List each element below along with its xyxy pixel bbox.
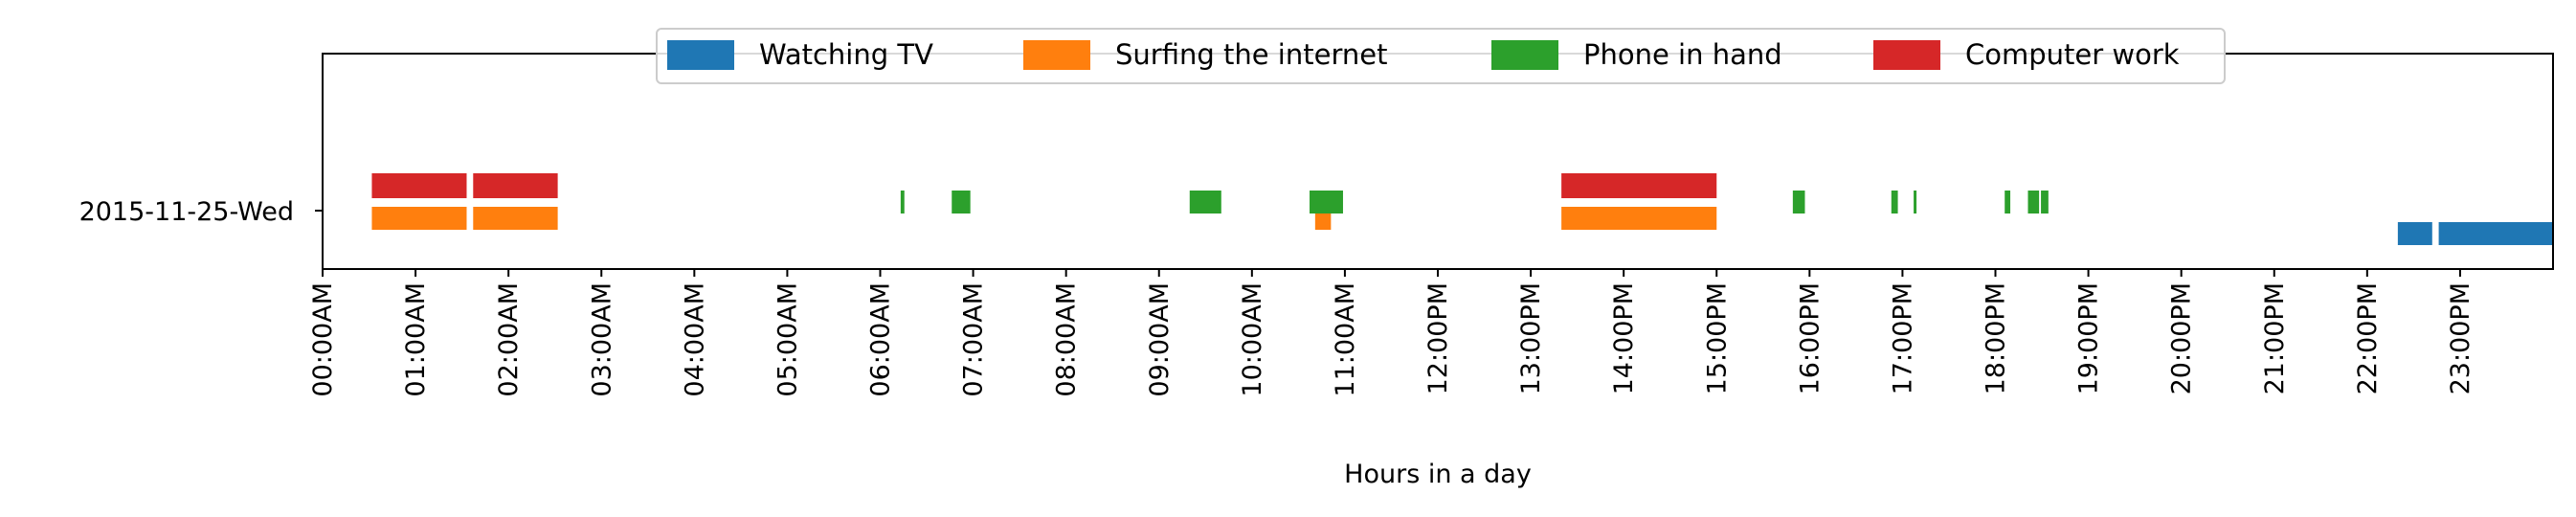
- legend-swatch-surfing-the-internet: [1023, 40, 1090, 70]
- bar-phone-in-hand: [2027, 191, 2040, 214]
- x-tick-label: 17:00PM: [1888, 282, 1917, 394]
- bar-watching-tv: [2438, 222, 2553, 245]
- bar-phone-in-hand: [1914, 191, 1917, 214]
- bar-computer-work: [1561, 173, 1717, 198]
- legend-label-computer-work: Computer work: [1965, 38, 2180, 71]
- x-tick-label: 01:00AM: [401, 282, 431, 397]
- legend-swatch-phone-in-hand: [1491, 40, 1558, 70]
- legend: Watching TV Surfing the internet Phone in …: [656, 28, 2226, 84]
- bar-phone-in-hand: [1189, 191, 1221, 214]
- bar-watching-tv: [2397, 222, 2432, 245]
- x-tick-label: 16:00PM: [1795, 282, 1825, 394]
- x-tick-label: 19:00PM: [2074, 282, 2104, 394]
- x-tick-label: 06:00AM: [866, 282, 896, 397]
- x-tick-label: 00:00AM: [308, 282, 338, 397]
- x-tick-label: 18:00PM: [1982, 282, 2011, 394]
- x-tick-label: 02:00AM: [494, 282, 524, 397]
- bar-phone-in-hand: [1792, 191, 1805, 214]
- x-tick-label: 07:00AM: [959, 282, 989, 397]
- x-tick-label: 05:00AM: [773, 282, 802, 397]
- x-tick-label: 03:00AM: [587, 282, 616, 397]
- bar-phone-in-hand: [952, 191, 971, 214]
- legend-label-watching-tv: Watching TV: [759, 38, 933, 71]
- bar-surfing-the-internet: [1561, 207, 1717, 230]
- x-tick-label: 15:00PM: [1702, 282, 1732, 394]
- x-tick-label: 04:00AM: [680, 282, 709, 397]
- plot-marks: [371, 173, 2553, 245]
- bar-surfing-the-internet: [371, 207, 467, 230]
- plot-frame: [322, 53, 2554, 270]
- x-tick-label: 22:00PM: [2353, 282, 2383, 394]
- x-tick-label: 09:00AM: [1145, 282, 1175, 397]
- x-tick-label: 20:00PM: [2167, 282, 2197, 394]
- y-tick-label: 2015-11-25-Wed: [79, 197, 294, 227]
- x-tick-label: 14:00PM: [1609, 282, 1639, 394]
- bar-computer-work: [473, 173, 558, 198]
- x-tick-label: 11:00AM: [1331, 282, 1360, 397]
- x-axis-label: Hours in a day: [1344, 460, 1532, 489]
- x-tick-label: 08:00AM: [1052, 282, 1082, 397]
- bar-phone-in-hand: [900, 191, 905, 214]
- legend-label-phone-in-hand: Phone in hand: [1583, 38, 1782, 71]
- x-axis: 00:00AM 01:00AM 02:00AM 03:00AM 04:00AM 05:00…: [308, 269, 2475, 397]
- bar-phone-in-hand: [2005, 191, 2011, 214]
- x-tick-label: 21:00PM: [2260, 282, 2290, 394]
- legend-swatch-watching-tv: [667, 40, 734, 70]
- bar-surfing-the-internet: [473, 207, 558, 230]
- bar-phone-in-hand: [1891, 191, 1898, 214]
- legend-label-surfing-the-internet: Surfing the internet: [1115, 38, 1387, 71]
- x-tick-label: 23:00PM: [2446, 282, 2475, 394]
- legend-swatch-computer-work: [1873, 40, 1940, 70]
- x-tick-label: 10:00AM: [1238, 282, 1267, 397]
- bar-phone-in-hand: [1310, 191, 1343, 214]
- bar-phone-in-hand: [2041, 191, 2049, 214]
- y-axis: 2015-11-25-Wed: [79, 197, 323, 227]
- x-tick-label: 12:00PM: [1423, 282, 1453, 394]
- bar-computer-work: [371, 173, 467, 198]
- x-tick-label: 13:00PM: [1516, 282, 1546, 394]
